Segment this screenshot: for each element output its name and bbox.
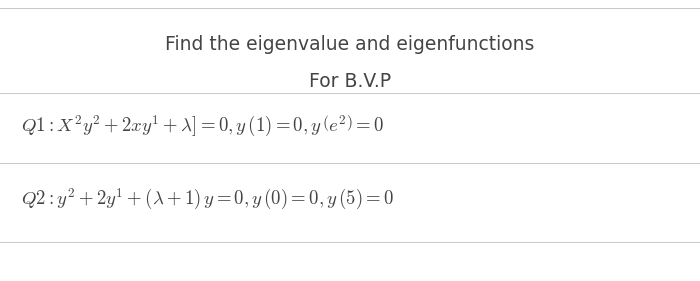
Text: For B.V.P: For B.V.P: [309, 72, 391, 91]
Text: $Q1 : X^{2}y^{2} + 2xy^{1} + \lambda] = 0, y\,(1) = 0, y\,\left(e^{2}\right) = 0: $Q1 : X^{2}y^{2} + 2xy^{1} + \lambda] = …: [21, 114, 384, 139]
Text: $Q2 : y^{2} + 2y^{1} + (\lambda+1)\,y = 0, y\,(0) = 0, y\,(5) = 0$: $Q2 : y^{2} + 2y^{1} + (\lambda+1)\,y = …: [21, 187, 394, 212]
Text: Find the eigenvalue and eigenfunctions: Find the eigenvalue and eigenfunctions: [165, 35, 535, 55]
